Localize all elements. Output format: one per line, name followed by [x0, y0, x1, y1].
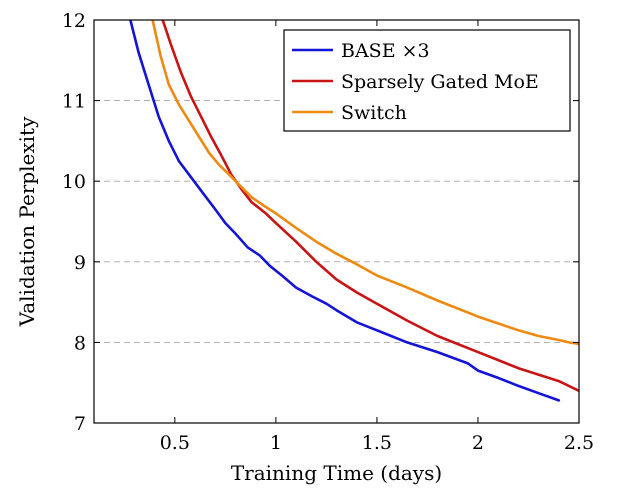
x-tick-label: 1.5	[362, 432, 392, 454]
series-line-1	[129, 20, 561, 402]
series-line-3	[151, 20, 579, 346]
y-tick-label: 7	[74, 413, 86, 435]
x-tick-label: 2	[472, 432, 484, 454]
x-tick-label: 0.5	[160, 432, 190, 454]
axis-ticks: 7 8 9 10 11 12 0.5 1 1.5 2 2.5	[62, 10, 594, 454]
y-tick-label: 12	[62, 10, 86, 32]
x-tick-label: 2.5	[564, 432, 594, 454]
legend: BASE ×3 Sparsely Gated MoE Switch	[283, 29, 571, 132]
y-tick-label: 8	[74, 332, 86, 354]
legend-label-3: Switch	[341, 102, 407, 124]
y-tick-label: 9	[74, 252, 86, 274]
y-tick-label: 10	[62, 171, 86, 193]
x-tick-label: 1	[270, 432, 282, 454]
legend-label-1: BASE ×3	[341, 40, 430, 62]
y-tick-label: 11	[62, 91, 86, 113]
plot-frame	[93, 19, 580, 424]
y-axis-label: Validation Perplexity	[15, 116, 39, 327]
series-group	[129, 20, 579, 402]
series-line-2	[161, 20, 579, 393]
x-axis-label: Training Time (days)	[231, 461, 442, 485]
legend-label-2: Sparsely Gated MoE	[341, 71, 539, 93]
